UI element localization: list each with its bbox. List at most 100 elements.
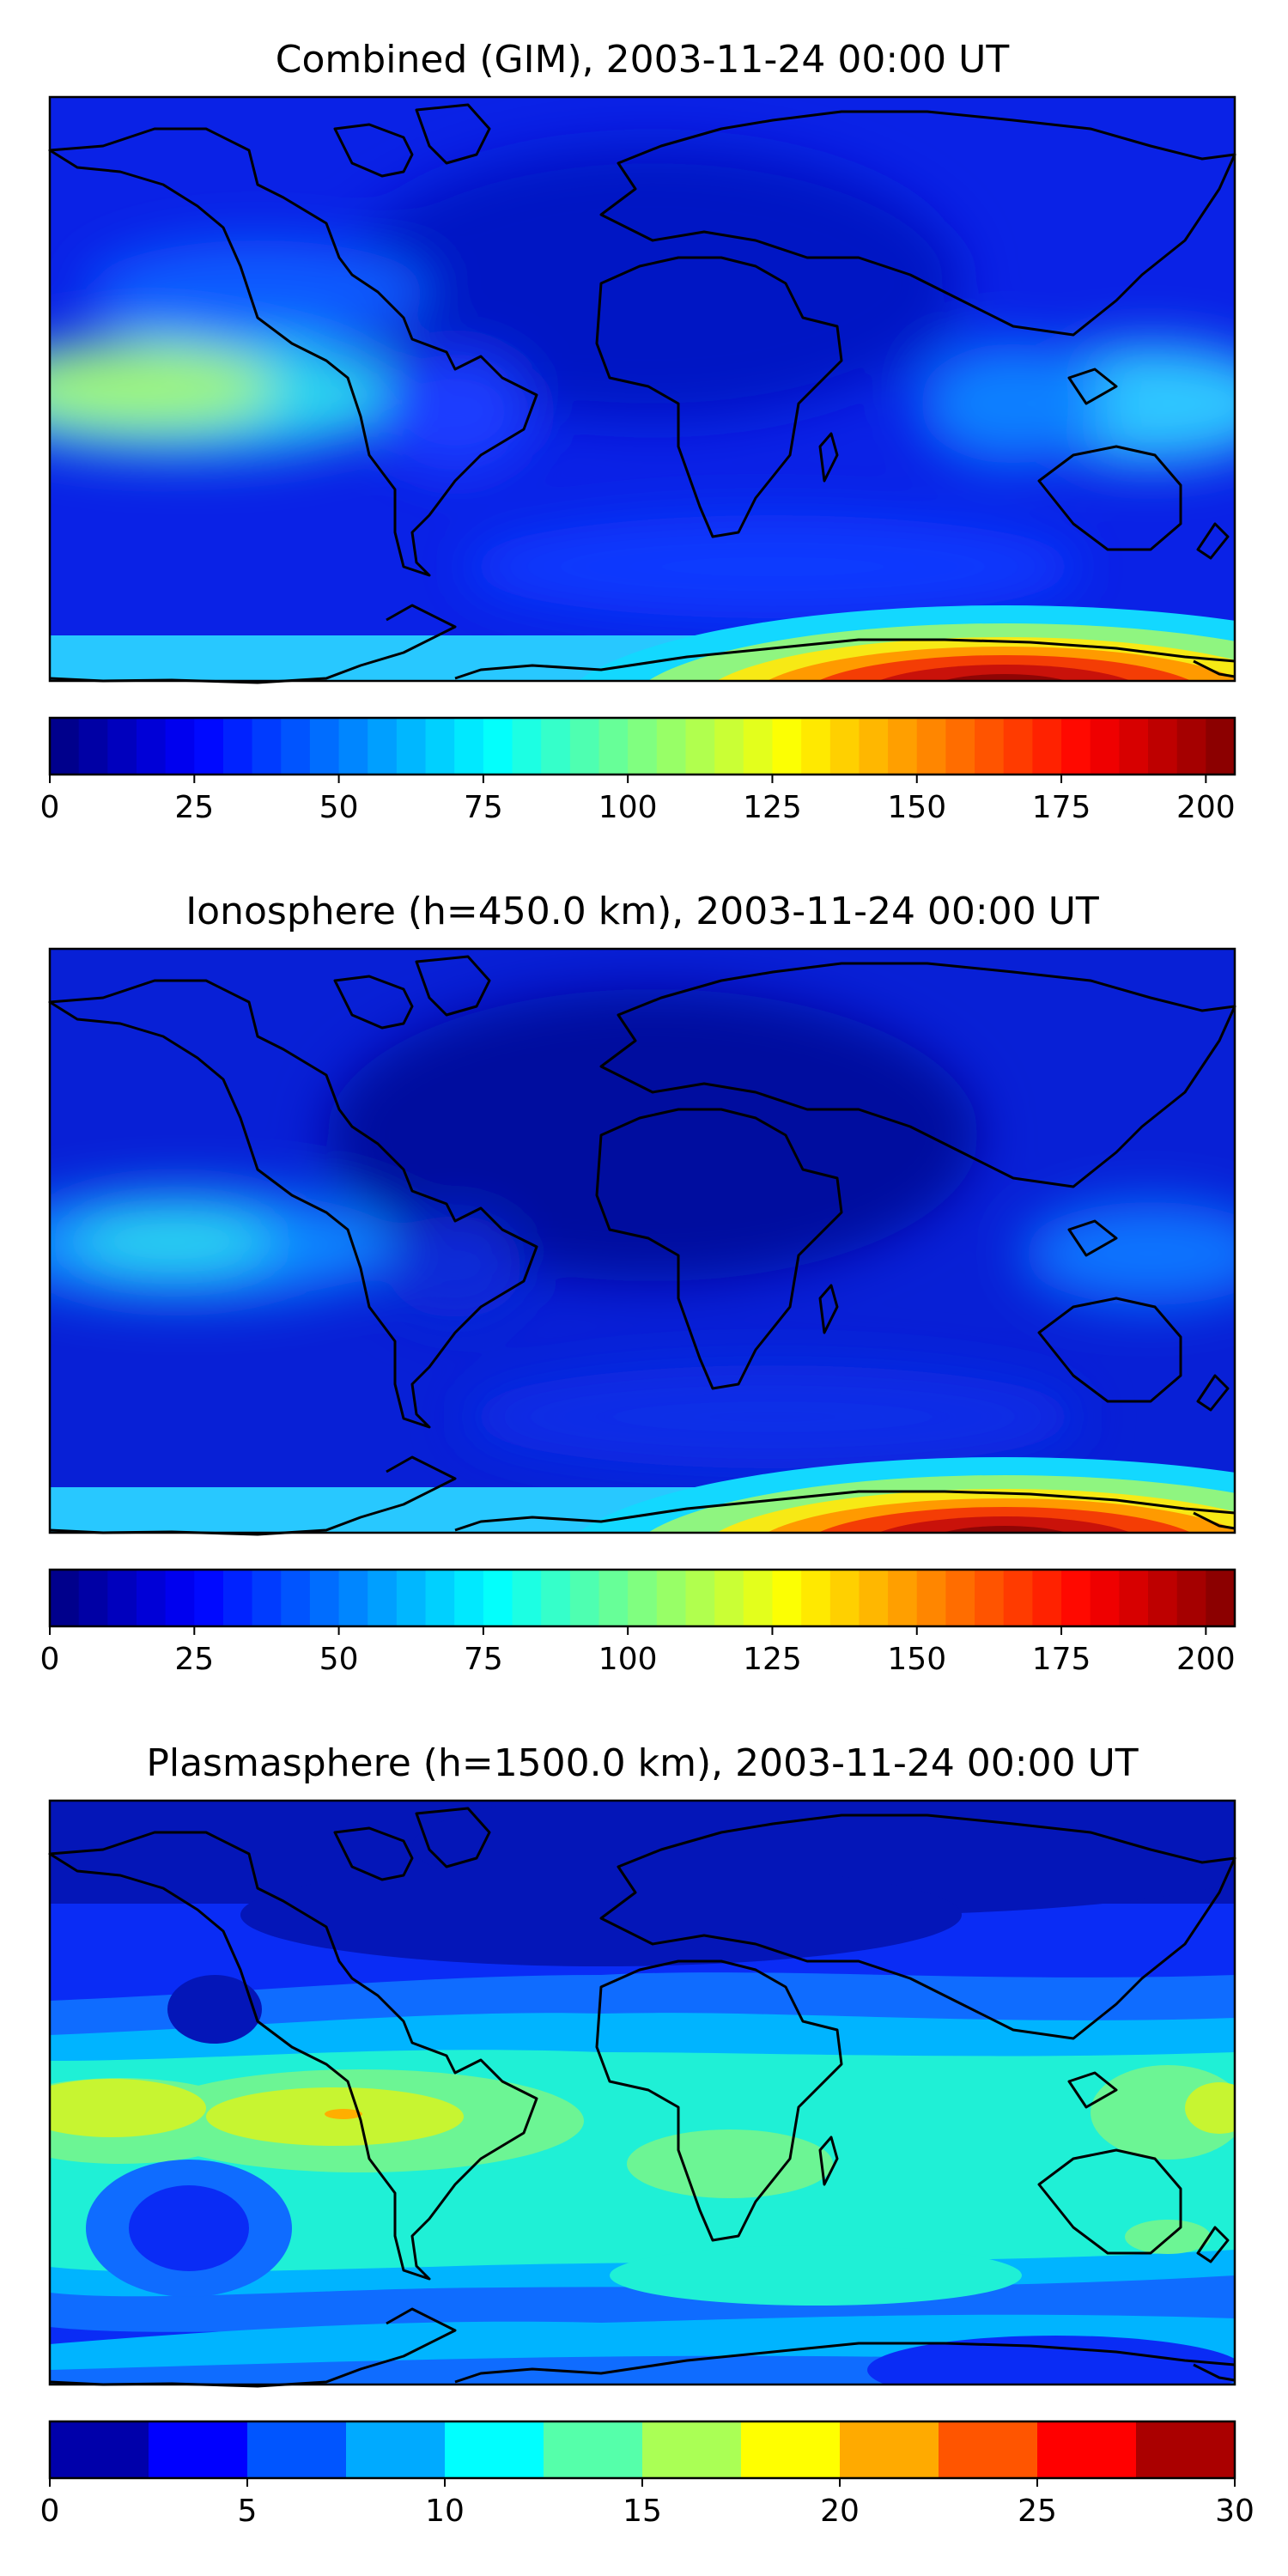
colorbar-tick-label: 125: [743, 1642, 802, 1677]
colorbar-segment: [252, 1570, 283, 1626]
colorbar-segment: [107, 718, 137, 775]
polar-ridge: [50, 605, 1235, 681]
colorbar-segment: [425, 1570, 456, 1626]
colorbar-segment: [396, 718, 427, 775]
colorbar-segment: [829, 1570, 860, 1626]
colorbar-tick-label: 50: [319, 1642, 359, 1677]
colorbar-segment: [50, 1570, 80, 1626]
colorbar-tick-label: 100: [598, 1642, 658, 1677]
colorbar-segment: [801, 718, 831, 775]
colorbar: 0 5 10 15 20 25 30: [40, 2420, 1255, 2529]
colorbar-segment: [1148, 718, 1178, 775]
colorbar-segment: [222, 1570, 253, 1626]
colorbar: 0 25 50 75 100 125 150 175 200: [40, 1568, 1236, 1677]
colorbar-segment: [743, 1570, 774, 1626]
colorbar-segment: [1032, 718, 1062, 775]
colorbar-segment: [741, 2421, 841, 2478]
colorbar-segment: [78, 718, 109, 775]
colorbar-tick-label: 175: [1032, 790, 1091, 825]
map-field: [50, 1801, 1235, 2385]
colorbar-tick-label: 175: [1032, 1642, 1091, 1677]
colorbar-segment: [309, 1570, 340, 1626]
colorbar-segment: [916, 718, 947, 775]
colorbar-segment: [1148, 1570, 1178, 1626]
panel-ionosphere: Ionosphere (h=450.0 km), 2003-11-24 00:0…: [40, 890, 1236, 1677]
colorbar-segment: [1136, 2421, 1236, 2478]
colorbar-segment: [1090, 718, 1121, 775]
map-frame: [48, 1799, 1236, 2386]
colorbar-segment: [454, 718, 484, 775]
colorbar-segment: [888, 1570, 918, 1626]
colorbar-segment: [78, 1570, 109, 1626]
colorbar-segment: [1061, 718, 1091, 775]
panel-plasmasphere: Plasmasphere (h=1500.0 km), 2003-11-24 0…: [40, 1741, 1255, 2529]
colorbar-segment: [338, 718, 369, 775]
panel-combined: Combined (GIM), 2003-11-24 00:00 UT: [40, 38, 1236, 825]
map-frame: [48, 95, 1236, 683]
colorbar-segment: [829, 718, 860, 775]
colorbar-segment: [281, 718, 311, 775]
colorbar-segment: [772, 1570, 802, 1626]
colorbar-segment: [247, 2421, 347, 2478]
colorbar-segment: [888, 718, 918, 775]
colorbar-segment: [975, 718, 1005, 775]
colorbar-segment: [136, 718, 167, 775]
colorbar-tick-label: 75: [464, 790, 503, 825]
colorbar-tick-label: 0: [40, 1642, 60, 1677]
colorbar-segment: [541, 718, 571, 775]
colorbar-segment: [642, 2421, 742, 2478]
colorbar-tick-label: 5: [238, 2494, 258, 2529]
colorbar-segment: [945, 1570, 975, 1626]
colorbar-segment: [396, 1570, 427, 1626]
colorbar-segment: [338, 1570, 369, 1626]
colorbar-segment: [165, 718, 196, 775]
colorbar-segment: [840, 2421, 939, 2478]
colorbar-segment: [194, 1570, 224, 1626]
colorbar-segment: [1176, 718, 1207, 775]
colorbar-frame: [48, 1568, 1236, 1628]
colorbar-tick-label: 30: [1215, 2494, 1255, 2529]
colorbar-segment: [368, 718, 398, 775]
colorbar-tick-label: 200: [1176, 790, 1236, 825]
colorbar-tick-label: 20: [820, 2494, 860, 2529]
colorbar-segment: [252, 718, 283, 775]
colorbar-tick-label: 15: [623, 2494, 662, 2529]
colorbar-segment: [222, 718, 253, 775]
map-field: [50, 949, 1235, 1533]
colorbar-tick-label: 25: [1018, 2494, 1057, 2529]
colorbar-tick-label: 100: [598, 790, 658, 825]
colorbar-segment: [1003, 718, 1034, 775]
colorbar-segment: [685, 718, 715, 775]
colorbar-segment: [656, 718, 687, 775]
colorbar-segment: [483, 718, 513, 775]
colorbar-frame: [48, 716, 1236, 776]
panel-title: Ionosphere (h=450.0 km), 2003-11-24 00:0…: [185, 890, 1099, 933]
colorbar-segment: [598, 718, 629, 775]
colorbar-segment: [541, 1570, 571, 1626]
colorbar-tick-label: 200: [1176, 1642, 1236, 1677]
colorbar-segment: [483, 1570, 513, 1626]
colorbar-segment: [569, 718, 600, 775]
colorbar-segment: [281, 1570, 311, 1626]
colorbar-segment: [454, 1570, 484, 1626]
map-field: [50, 97, 1235, 681]
colorbar-segment: [628, 718, 658, 775]
colorbar-segment: [1037, 2421, 1137, 2478]
colorbar-segment: [1206, 1570, 1236, 1626]
colorbar-segment: [685, 1570, 715, 1626]
colorbar-segment: [714, 718, 744, 775]
colorbar-segment: [598, 1570, 629, 1626]
colorbar-segment: [916, 1570, 947, 1626]
colorbar-segment: [939, 2421, 1038, 2478]
colorbar-segment: [1061, 1570, 1091, 1626]
colorbar-segment: [512, 718, 542, 775]
colorbar-segment: [149, 2421, 248, 2478]
colorbar-segment: [772, 718, 802, 775]
polar-ridge: [50, 1457, 1235, 1533]
colorbar-segment: [569, 1570, 600, 1626]
colorbar-segment: [346, 2421, 446, 2478]
map-frame: [48, 947, 1236, 1534]
colorbar-segment: [1206, 718, 1236, 775]
colorbar-segment: [512, 1570, 542, 1626]
